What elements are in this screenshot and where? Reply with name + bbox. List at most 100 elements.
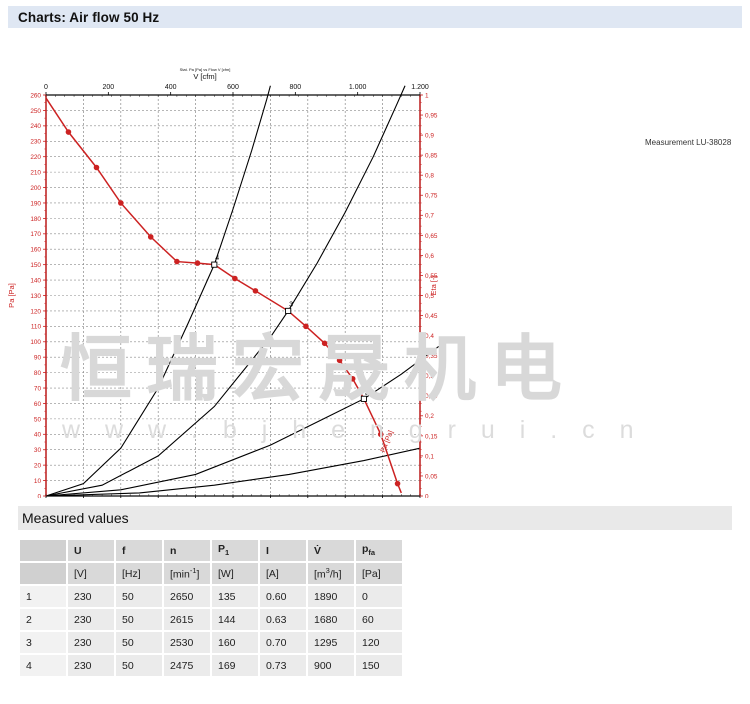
chart-title: Stat. Pa [Pa] vs Flow V [cfm] [180, 67, 231, 72]
ytick-left-label: 80 [34, 370, 42, 377]
ytick-left-label: 90 [34, 355, 42, 362]
cell-speed: 2650 [164, 586, 210, 607]
unit-power: [W] [212, 563, 258, 584]
ytick-left-label: 230 [30, 139, 41, 146]
data-point-marker [377, 431, 384, 438]
curve-system-curve-1 [45, 447, 421, 497]
ytick-left-label: 250 [30, 108, 41, 115]
measurement-label: Measurement LU-38028 [645, 138, 732, 147]
row-index: 2 [20, 609, 66, 630]
cell-flow: 1295 [308, 632, 354, 653]
ytick-right-label: 0,65 [425, 233, 438, 240]
ytick-left-label: 210 [30, 170, 41, 177]
data-point-marker [303, 323, 309, 330]
data-point-marker [194, 260, 201, 266]
data-point-marker [252, 288, 259, 294]
data-point-marker [321, 340, 328, 347]
data-point-marker [65, 129, 72, 135]
ytick-left-label: 70 [34, 385, 42, 392]
data-point-marker [93, 164, 100, 171]
ytick-left-label: 20 [34, 463, 42, 470]
cell-pressure: 0 [356, 586, 402, 607]
unit-flow: [m3/h] [308, 563, 354, 584]
ytick-right-label: 0,2 [425, 413, 434, 420]
cell-speed: 2530 [164, 632, 210, 653]
cell-pressure: 60 [356, 609, 402, 630]
ytick-left-label: 200 [30, 185, 41, 192]
xtick-top-label: 1.200 [411, 84, 429, 91]
table-row: 2 230 50 2615 144 0.63 1680 60 [20, 609, 402, 630]
ytick-right-label: 0,45 [425, 313, 438, 320]
measured-values-table: U f n P1 I V̇ pfa [V] [Hz] [min-1] [W] [… [18, 538, 404, 678]
cell-frequency: 50 [116, 586, 162, 607]
ytick-left-label: 100 [30, 339, 41, 346]
page-header-bar: Charts: Air flow 50 Hz [8, 6, 742, 28]
header-current: I [260, 540, 306, 561]
xtick-top-label: 0 [44, 84, 48, 91]
cell-speed: 2475 [164, 655, 210, 676]
cell-frequency: 50 [116, 609, 162, 630]
row-index: 1 [20, 586, 66, 607]
table-units-row: [V] [Hz] [min-1] [W] [A] [m3/h] [Pa] [20, 563, 402, 584]
cell-flow: 1680 [308, 609, 354, 630]
xtick-top-label: 800 [289, 84, 301, 91]
cell-current: 0.60 [260, 586, 306, 607]
row-index: 3 [20, 632, 66, 653]
ytick-left-label: 150 [30, 262, 41, 269]
data-point-marker [394, 480, 401, 487]
cell-voltage: 230 [68, 609, 114, 630]
data-point-marker [147, 234, 154, 240]
operating-point-label-3: 3 [289, 301, 293, 308]
cell-current: 0.70 [260, 632, 306, 653]
cell-current: 0.63 [260, 609, 306, 630]
ytick-right-label: 0,85 [425, 153, 438, 160]
cell-speed: 2615 [164, 609, 210, 630]
ytick-left-label: 170 [30, 231, 41, 238]
cell-flow: 1890 [308, 586, 354, 607]
cell-power: 135 [212, 586, 258, 607]
ytick-left-label: 220 [30, 154, 41, 161]
cell-flow: 900 [308, 655, 354, 676]
cell-frequency: 50 [116, 632, 162, 653]
curve-system-curve-2 [45, 345, 440, 497]
xtick-top-label: 600 [227, 84, 239, 91]
data-point-marker [174, 258, 180, 265]
cell-power: 169 [212, 655, 258, 676]
measured-values-bar: Measured values [18, 506, 732, 530]
cell-power: 144 [212, 609, 258, 630]
unit-speed: [min-1] [164, 563, 210, 584]
cell-power: 160 [212, 632, 258, 653]
curve-system-curve-4 [45, 85, 271, 497]
header-pressure: pfa [356, 540, 402, 561]
ytick-right-label: 1 [425, 92, 429, 99]
cell-voltage: 230 [68, 586, 114, 607]
y-axis-left-title: Pa [Pa] [7, 283, 16, 308]
header-frequency: f [116, 540, 162, 561]
ytick-right-label: 0,35 [425, 353, 438, 360]
operating-point-3 [285, 307, 292, 314]
ytick-left-label: 260 [30, 92, 41, 99]
operating-point-4 [211, 261, 218, 268]
ytick-left-label: 40 [34, 432, 42, 439]
cell-current: 0.73 [260, 655, 306, 676]
ytick-left-label: 140 [30, 277, 41, 284]
chart-container: 恒瑞宏晟机电 w w w . b j h e n g r u i . c n 4… [0, 28, 750, 498]
ytick-left-label: 10 [34, 478, 42, 485]
operating-point-2 [360, 395, 367, 402]
ytick-left-label: 60 [34, 401, 42, 408]
table-body: 1 230 50 2650 135 0.60 1890 0 2 230 50 2615 144 0.63 1… [20, 586, 402, 676]
ytick-right-label: 0,3 [425, 373, 434, 380]
y-axis-right-title: Eta [-] [429, 275, 438, 295]
ytick-right-label: 0,75 [425, 193, 438, 200]
ytick-right-label: 0,05 [425, 473, 438, 480]
operating-point-label-2: 2 [365, 389, 369, 396]
ytick-right-label: 0,55 [425, 273, 438, 280]
ytick-right-label: 0 [425, 493, 429, 498]
page-title: Charts: Air flow 50 Hz [18, 9, 160, 25]
cell-pressure: 150 [356, 655, 402, 676]
ytick-left-label: 110 [31, 324, 42, 331]
operating-point-label-4: 4 [215, 255, 219, 262]
unit-current: [A] [260, 563, 306, 584]
ytick-right-label: 0,4 [425, 333, 434, 340]
ytick-left-label: 160 [30, 247, 41, 254]
